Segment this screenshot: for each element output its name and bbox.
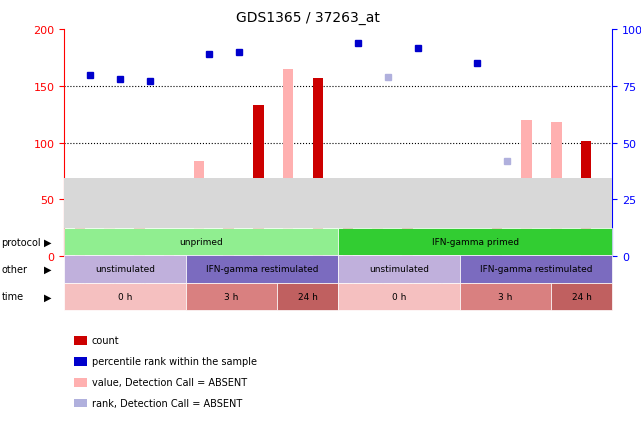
Text: IFN-gamma restimulated: IFN-gamma restimulated — [206, 265, 319, 274]
Bar — [338, 228, 612, 256]
Bar — [460, 256, 612, 283]
Text: ▶: ▶ — [44, 292, 52, 302]
Text: IFN-gamma restimulated: IFN-gamma restimulated — [479, 265, 592, 274]
Bar — [551, 123, 562, 256]
Bar — [462, 232, 472, 256]
Bar — [338, 256, 460, 283]
Bar — [104, 227, 115, 256]
Text: unstimulated: unstimulated — [369, 265, 429, 274]
Bar — [278, 283, 338, 310]
Bar — [186, 283, 278, 310]
Bar — [338, 283, 460, 310]
Text: 3 h: 3 h — [224, 292, 238, 301]
Bar — [74, 399, 87, 408]
Bar — [460, 283, 551, 310]
Bar — [186, 256, 338, 283]
Text: ▶: ▶ — [44, 264, 52, 274]
Bar — [492, 209, 502, 256]
Bar — [64, 178, 612, 228]
Bar — [74, 378, 87, 387]
Bar — [74, 217, 85, 256]
Bar — [224, 205, 234, 256]
Bar — [64, 228, 338, 256]
Text: 0 h: 0 h — [118, 292, 132, 301]
Text: protocol: protocol — [1, 237, 41, 247]
Bar — [74, 336, 87, 345]
Bar — [551, 283, 612, 310]
Text: count: count — [92, 336, 119, 345]
Bar — [134, 217, 144, 256]
Text: value, Detection Call = ABSENT: value, Detection Call = ABSENT — [92, 378, 247, 387]
Bar — [432, 231, 442, 256]
Text: GDS1365 / 37263_at: GDS1365 / 37263_at — [236, 11, 379, 25]
Text: 24 h: 24 h — [572, 292, 592, 301]
Bar — [64, 256, 186, 283]
Text: time: time — [1, 292, 24, 302]
Text: IFN-gamma primed: IFN-gamma primed — [431, 237, 519, 247]
Text: percentile rank within the sample: percentile rank within the sample — [92, 357, 256, 366]
Bar — [313, 79, 323, 256]
Text: 3 h: 3 h — [499, 292, 513, 301]
Bar — [64, 283, 186, 310]
Text: ▶: ▶ — [44, 237, 52, 247]
Text: rank, Detection Call = ABSENT: rank, Detection Call = ABSENT — [92, 398, 242, 408]
Text: unstimulated: unstimulated — [95, 265, 155, 274]
Bar — [74, 357, 87, 366]
Bar — [581, 142, 591, 256]
Text: 24 h: 24 h — [297, 292, 318, 301]
Bar — [253, 106, 263, 256]
Bar — [372, 183, 383, 256]
Bar — [194, 161, 204, 256]
Bar — [342, 200, 353, 256]
Bar — [283, 70, 294, 256]
Bar — [521, 121, 532, 256]
Bar — [402, 202, 413, 256]
Text: 0 h: 0 h — [392, 292, 406, 301]
Text: other: other — [1, 264, 28, 274]
Bar — [164, 231, 174, 256]
Text: unprimed: unprimed — [179, 237, 223, 247]
